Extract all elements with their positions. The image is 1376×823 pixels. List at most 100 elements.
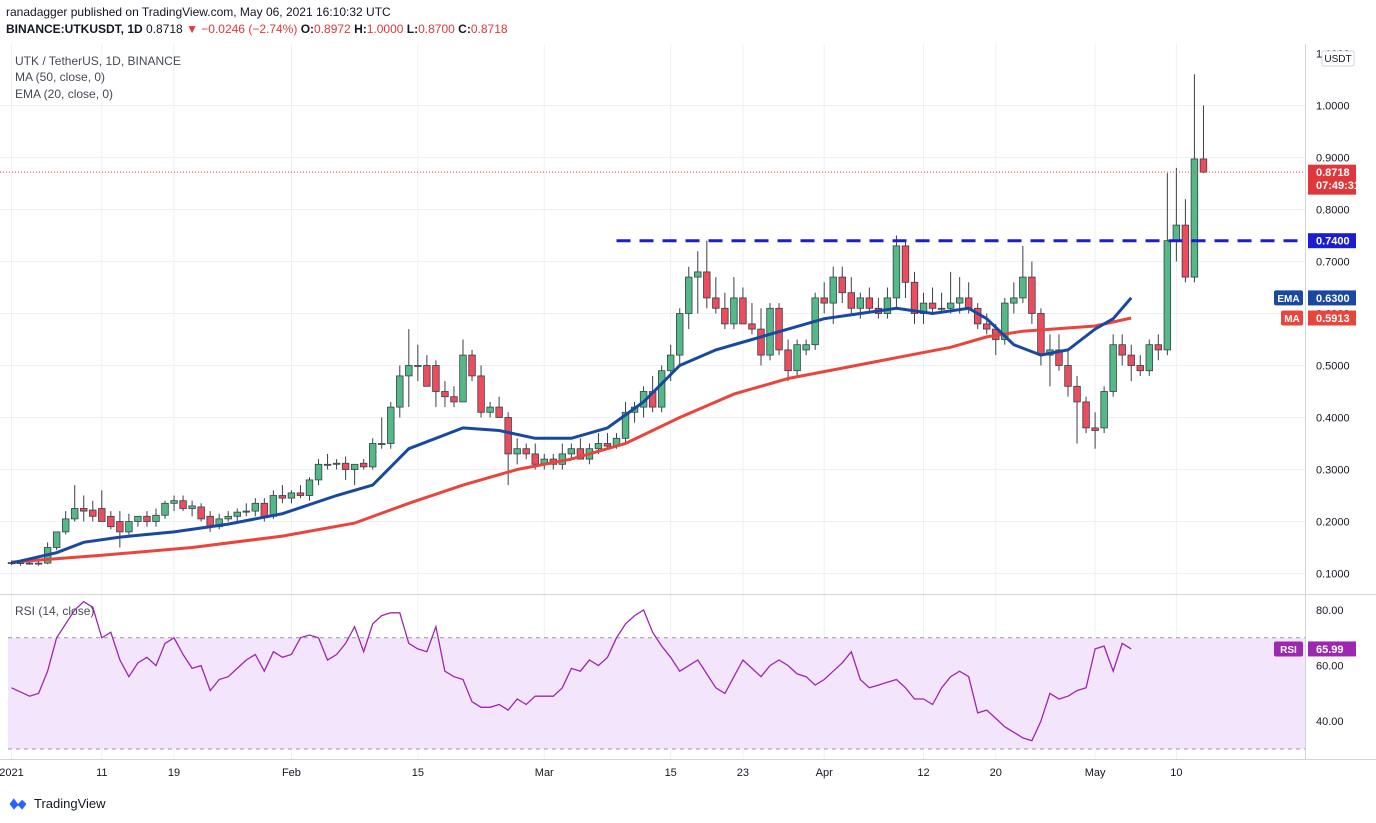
candle-body-down <box>197 506 205 520</box>
candle-body-up <box>657 370 666 408</box>
candle-body-up <box>567 448 576 455</box>
candle-body-down <box>838 276 846 294</box>
candle <box>928 287 937 314</box>
candle <box>766 303 774 361</box>
price-tick-label: 0.2000 <box>1316 517 1350 529</box>
candle <box>432 360 440 408</box>
candle-body-down <box>703 271 711 299</box>
candle <box>414 344 422 382</box>
price-tick-label: 1.0000 <box>1316 101 1350 113</box>
candle-body-down <box>260 502 269 517</box>
candle-body-down <box>865 297 874 309</box>
currency-label: USDT <box>1324 54 1351 65</box>
low-value: 0.8700 <box>418 22 455 36</box>
candle <box>359 459 368 470</box>
candle <box>603 433 612 449</box>
candle-body-down <box>739 297 747 325</box>
indicator-ma: MA (50, close, 0) <box>15 70 106 84</box>
candle-body-down <box>98 508 106 522</box>
candle-body-down <box>576 448 585 460</box>
candle-body-down <box>531 453 539 465</box>
candle <box>98 490 106 522</box>
candle <box>621 401 630 444</box>
candle <box>495 396 503 418</box>
indicator-symbol: UTK / TetherUS, 1D, BINANCE <box>15 54 181 68</box>
candle <box>242 503 250 517</box>
candle <box>829 266 837 324</box>
candle-body-up <box>1190 158 1199 278</box>
candle-body-up <box>513 448 521 455</box>
time-tick-label: Mar <box>535 767 554 779</box>
candle <box>1118 334 1126 366</box>
candle <box>197 503 205 522</box>
time-tick-label: Feb <box>282 767 301 779</box>
candle-body-up <box>1145 344 1153 372</box>
candle <box>919 292 928 324</box>
indicator-ema: EMA (20, close, 0) <box>15 87 114 101</box>
candle-body-down <box>757 328 765 356</box>
candle <box>1010 282 1018 314</box>
candle-body-up <box>350 463 359 470</box>
candle-body-up <box>946 302 955 309</box>
candle <box>748 303 756 335</box>
candle <box>341 456 350 480</box>
candle-body-down <box>80 508 88 512</box>
rsi-value-tag-text: 65.99 <box>1316 644 1344 656</box>
candle <box>730 277 738 330</box>
candle-body-down <box>1091 427 1099 431</box>
candle-body-down <box>1154 344 1163 351</box>
candle-body-up <box>955 297 964 304</box>
candle-body-up <box>1019 276 1027 299</box>
candle-body-up <box>1109 344 1117 392</box>
candle <box>883 287 892 319</box>
candle-body-up <box>621 411 630 439</box>
time-tick-label: 20 <box>990 767 1002 779</box>
rsi-tick-label: 80.00 <box>1316 605 1344 617</box>
candle-body-up <box>802 344 810 351</box>
candle <box>405 329 413 408</box>
candle <box>522 443 530 460</box>
candle <box>838 266 846 304</box>
candle-body-up <box>125 521 133 533</box>
candle <box>1091 412 1099 449</box>
candle-body-up <box>251 502 260 512</box>
candle <box>125 513 133 535</box>
candle-body-down <box>89 509 97 517</box>
time-tick-label: 15 <box>412 767 424 779</box>
candle <box>1163 173 1172 356</box>
candle-body-up <box>378 443 386 445</box>
candle <box>350 463 359 486</box>
rsi-axis: 40.00 60.00 80.00 <box>1316 605 1344 728</box>
candle-body-down <box>983 323 991 330</box>
candle-body-up <box>414 365 422 367</box>
candle <box>865 287 874 314</box>
candle <box>287 490 296 504</box>
rsi-tick-label: 60.00 <box>1316 661 1344 673</box>
price-tick-label: 0.9000 <box>1316 153 1350 165</box>
footer-brand[interactable]: TradingView <box>8 796 106 811</box>
tradingview-logo-icon <box>9 797 27 810</box>
candle <box>323 453 332 470</box>
ma-value-tag-text: 0.5913 <box>1316 313 1350 325</box>
candle-body-down <box>1181 224 1190 278</box>
candle-body-down <box>423 365 431 387</box>
price-tick-label: 0.5000 <box>1316 361 1350 373</box>
candle-body-up <box>1010 297 1018 304</box>
candle <box>712 277 720 314</box>
rsi-side-label: RSI <box>1274 641 1303 657</box>
candle <box>1019 245 1027 304</box>
candle <box>143 511 151 527</box>
candle-body-up <box>152 514 160 522</box>
candle-body-down <box>359 462 368 468</box>
candle-body-down <box>1199 158 1208 173</box>
candle-body-down <box>179 500 187 509</box>
last-price-tag-text: 0.8718 <box>1316 167 1350 179</box>
last-price: 0.8718 <box>146 22 183 36</box>
price-tick-label: 0.3000 <box>1316 465 1350 477</box>
candle-body-up <box>892 245 901 299</box>
candle <box>657 365 666 413</box>
candle <box>739 287 747 325</box>
candle-body-up <box>233 511 241 517</box>
candle <box>368 438 377 470</box>
